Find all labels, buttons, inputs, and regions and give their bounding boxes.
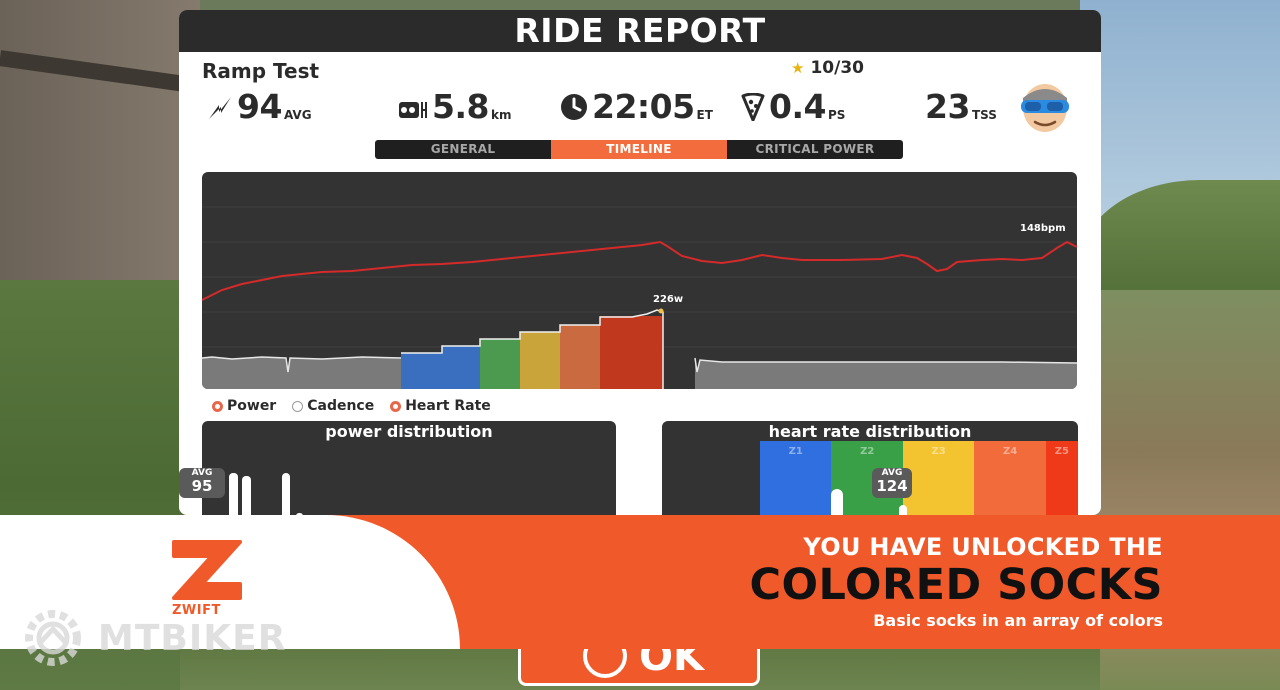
pizza-unit: PS <box>827 108 846 122</box>
hr-zone-z1: Z1 <box>760 441 832 515</box>
unlock-headline: YOU HAVE UNLOCKED THE <box>803 533 1163 561</box>
timeline-legend: Power Cadence Heart Rate <box>212 398 491 414</box>
clock-icon <box>561 94 587 120</box>
stat-avg-power: 94 AVG <box>207 90 312 124</box>
heart-rate-line <box>202 240 1077 301</box>
panel-title: RIDE REPORT <box>179 10 1101 52</box>
timeline-chart[interactable]: 226w 148bpm <box>202 172 1077 389</box>
power-dist-bar <box>242 476 251 515</box>
stat-distance: 5.8 km <box>398 90 511 124</box>
hr-dist-bar <box>899 505 907 515</box>
watermark-text: MTBIKER <box>98 617 287 659</box>
power-peak-marker <box>658 308 664 314</box>
legend-power[interactable]: Power <box>212 398 276 414</box>
power-line <box>401 309 664 389</box>
tss-value: 23 <box>925 87 970 126</box>
power-distribution-svg <box>229 473 303 515</box>
cadence-line-post <box>694 357 1077 373</box>
legend-hr-dot <box>390 400 402 412</box>
ok-button[interactable]: OK <box>518 648 760 686</box>
legend-heart-rate[interactable]: Heart Rate <box>390 398 491 414</box>
ok-button-label: OK <box>639 648 704 680</box>
legend-cadence[interactable]: Cadence <box>292 398 374 414</box>
tab-timeline[interactable]: TIMELINE <box>551 140 727 159</box>
elapsed-time-value: 22:05 <box>592 87 695 126</box>
avg-power-value: 94 <box>237 87 282 126</box>
pizza-value: 0.4 <box>769 87 826 126</box>
stat-pizza-slices: 0.4 PS <box>741 90 845 124</box>
stat-tss: 23 TSS <box>925 90 997 124</box>
power-step-z2a <box>401 353 442 389</box>
zwift-wordmark: ZWIFT <box>172 603 221 618</box>
avg-power-unit: AVG <box>283 108 312 122</box>
watermark: MTBIKER <box>18 603 286 673</box>
ok-badge-icon <box>583 648 627 678</box>
power-step-z3 <box>480 339 520 389</box>
timeline-svg: 226w 148bpm <box>202 206 1077 389</box>
hr-avg-value: 124 <box>876 477 908 495</box>
hr-avg-label: AVG <box>881 468 903 478</box>
hr-zone-z3: Z3 <box>902 441 975 515</box>
power-bolt-icon <box>209 97 231 119</box>
hr-distribution-svg <box>831 489 907 515</box>
power-step-z6 <box>600 316 663 389</box>
power-dist-bar <box>282 473 290 515</box>
tab-critical-power[interactable]: CRITICAL POWER <box>755 142 875 156</box>
legend-power-label: Power <box>227 398 277 414</box>
power-dist-bar <box>229 473 238 515</box>
rating-value: 10/30 <box>810 58 864 78</box>
power-avg-badge: AVG 95 <box>179 468 225 498</box>
unlock-item-name: COLORED SOCKS <box>749 560 1163 610</box>
stat-elapsed-time: 22:05 ET <box>560 90 713 124</box>
power-peak-label: 226w <box>653 294 683 305</box>
left-wall <box>0 0 200 300</box>
ride-report-panel: RIDE REPORT Ramp Test ★ 10/30 94 AVG 5.8 … <box>179 10 1101 515</box>
report-tabs: GENERAL TIMELINE CRITICAL POWER <box>375 140 903 159</box>
rider-avatar[interactable] <box>1015 76 1073 134</box>
power-dist-bar <box>296 513 303 515</box>
unlock-description: Basic socks in an array of colors <box>873 611 1163 630</box>
hr-zone-z5: Z5 <box>1045 441 1078 515</box>
unlock-banner <box>0 515 1280 649</box>
power-distribution-title: power distribution <box>325 422 493 441</box>
tab-general[interactable]: GENERAL <box>430 142 496 156</box>
hr-dist-bar <box>831 489 843 515</box>
pizza-slice-icon <box>741 93 765 121</box>
star-icon: ★ <box>791 59 805 77</box>
legend-cadence-dot <box>292 400 304 412</box>
workout-name: Ramp Test <box>202 59 320 83</box>
power-avg-label: AVG <box>191 468 213 478</box>
power-step-z5 <box>560 325 600 389</box>
legend-hr-label: Heart Rate <box>405 398 491 414</box>
hr-avg-badge: AVG 124 <box>872 468 912 498</box>
legend-cadence-label: Cadence <box>307 398 375 414</box>
power-step-z4 <box>520 332 560 389</box>
cadence-line <box>202 356 403 373</box>
distance-value: 5.8 <box>432 87 489 126</box>
hr-max-label: 148bpm <box>1020 223 1066 234</box>
power-distribution-chart: power distribution <box>202 421 616 515</box>
legend-power-dot <box>212 400 223 412</box>
hr-distribution-chart: heart rate distribution Z1 Z2 Z3 Z4 Z5 <box>662 421 1078 515</box>
power-step-z2b <box>442 346 480 389</box>
zwift-z-logo <box>172 540 242 600</box>
gear-icon <box>25 610 81 666</box>
elapsed-time-unit: ET <box>696 108 713 122</box>
hr-distribution-title: heart rate distribution <box>768 422 972 441</box>
power-avg-value: 95 <box>191 477 213 495</box>
cadence-area <box>202 357 402 389</box>
cadence-area-post <box>695 358 1077 389</box>
hr-zone-z4: Z4 <box>974 441 1046 515</box>
odometer-icon <box>399 102 427 118</box>
rating[interactable]: ★ 10/30 <box>791 58 864 78</box>
distance-unit: km <box>490 108 512 122</box>
tss-unit: TSS <box>971 108 997 122</box>
